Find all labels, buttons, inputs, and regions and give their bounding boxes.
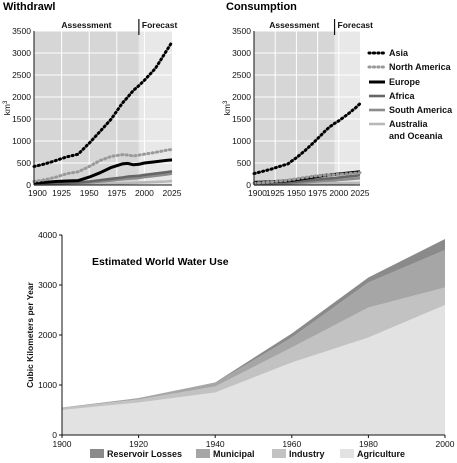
p2-y-tick-label: 500: [237, 158, 251, 168]
p2-y-tick-label: 1000: [232, 136, 251, 146]
p1-y-tick-label: 3000: [12, 48, 31, 58]
p1-y-tick-label: 0: [26, 180, 31, 190]
consumption-forecast-label: Forecast: [338, 20, 374, 30]
p1-y-tick-label: 2500: [12, 70, 31, 80]
world-water-use-y-axis-label: Cubic Kilometers per Year: [25, 281, 35, 387]
consumption-y-unit: km: [222, 104, 232, 115]
world-x-tick-label: 1980: [359, 439, 378, 449]
p2-y-tick-label: 3500: [232, 26, 251, 36]
p2-x-tick-label: 1950: [287, 188, 306, 198]
legend-label-line: and Oceania: [389, 131, 444, 141]
p1-series-north-america: [32, 147, 174, 183]
world-y-tick-label: 1000: [38, 380, 57, 390]
world-water-use-legend: Reservoir Losses Municipal Industry Agricul…: [90, 449, 405, 459]
area-industry: [62, 287, 445, 410]
legend-label-south-america: South America: [389, 105, 453, 115]
p2-y-tick-label: 3000: [232, 48, 251, 58]
legend-label-municipal: Municipal: [213, 449, 255, 459]
legend-label-north-america: North America: [389, 62, 452, 72]
p1-y-tick-label: 1000: [12, 136, 31, 146]
legend-swatch-agriculture: [340, 449, 354, 458]
world-x-tick-label: 1920: [129, 439, 148, 449]
world-x-tick-label: 2000: [436, 439, 455, 449]
p2-x-tick-label: 1925: [266, 188, 285, 198]
withdrawal-assessment-label: Assessment: [61, 20, 111, 30]
legend-label-reservoir-losses: Reservoir Losses: [107, 449, 182, 459]
consumption-chart: Consumption Assessment Forecast 0 500 1000…: [222, 1, 373, 198]
regions-legend: Asia North America Europe Africa South Ameri…: [367, 48, 453, 141]
p2-series-asia: [252, 102, 362, 176]
withdrawal-title: Withdrawl: [3, 1, 55, 13]
world-x-tick-label: 1900: [53, 439, 72, 449]
world-y-tick-label: 4000: [38, 230, 57, 240]
world-water-use-title: Estimated World Water Use: [92, 256, 229, 268]
legend-label-line: Australia: [389, 119, 429, 129]
withdrawal-forecast-label: Forecast: [142, 20, 178, 30]
consumption-series-lines: [252, 102, 362, 186]
withdrawal-chart: Withdrawl Assessment Forecast 0 500 1000 15…: [2, 1, 182, 198]
p2-y-tick-label: 2000: [232, 92, 251, 102]
consumption-title: Consumption: [226, 1, 297, 13]
p1-x-tick-label: 2000: [135, 188, 154, 198]
legend-label-industry: Industry: [289, 449, 325, 459]
p2-series-north-america: [252, 171, 362, 185]
p1-x-tick-label: 1950: [80, 188, 99, 198]
p2-y-tick-label: 1500: [232, 114, 251, 124]
p1-series-africa: [33, 170, 173, 185]
withdrawal-y-unit-exponent: 3: [3, 100, 9, 104]
p2-x-tick-label: 2000: [329, 188, 348, 198]
area-agriculture: [62, 305, 445, 435]
legend-swatch-municipal: [196, 449, 210, 458]
world-water-use-axes: 0 1000 2000 3000 4000 1900 1920 1940 1960 1980 200…: [38, 230, 455, 449]
p2-y-tick-label: 2500: [232, 70, 251, 80]
world-water-use-areas: [62, 239, 445, 435]
p1-x-tick-label: 1975: [107, 188, 126, 198]
legend-swatch-industry: [272, 449, 286, 458]
withdrawal-y-axis-label: km3: [2, 100, 12, 115]
consumption-assessment-label: Assessment: [269, 20, 319, 30]
p1-y-tick-label: 3500: [12, 26, 31, 36]
withdrawal-assessment-region: [34, 31, 139, 185]
consumption-y-unit-exponent: 3: [223, 100, 229, 104]
p1-x-tick-label: 1900: [28, 188, 47, 198]
legend-label-asia: Asia: [389, 48, 409, 58]
legend-label-africa: Africa: [389, 91, 416, 101]
world-y-tick-label: 2000: [38, 330, 57, 340]
legend-swatch-reservoir-losses: [90, 449, 104, 458]
p1-y-tick-label: 1500: [12, 114, 31, 124]
legend-label-agriculture: Agriculture: [357, 449, 405, 459]
world-x-tick-label: 1940: [206, 439, 225, 449]
p2-x-tick-label: 1900: [248, 188, 267, 198]
consumption-assessment-region: [254, 31, 335, 185]
p2-y-tick-label: 0: [246, 180, 251, 190]
p1-series-europe: [33, 158, 173, 185]
p2-x-tick-label: 1975: [308, 188, 327, 198]
world-y-tick-label: 0: [52, 430, 57, 440]
p1-x-tick-label: 1925: [52, 188, 71, 198]
withdrawal-series-lines: [32, 40, 174, 186]
p1-x-tick-label: 2025: [163, 188, 182, 198]
withdrawal-y-unit: km: [2, 104, 12, 115]
world-y-tick-label: 3000: [38, 280, 57, 290]
world-x-tick-label: 1960: [282, 439, 301, 449]
legend-label-australia-and-oceania: Australia and Oceania: [389, 119, 444, 141]
consumption-y-axis-label: km3: [222, 100, 232, 115]
legend-label-europe: Europe: [389, 77, 420, 87]
world-water-use-chart: 0 1000 2000 3000 4000 1900 1920 1940 1960 1980 200…: [25, 230, 455, 459]
p1-y-tick-label: 2000: [12, 92, 31, 102]
p1-series-asia: [32, 40, 174, 168]
withdrawal-axes: 0 500 1000 1500 2000 2500 3000 3500 1900 1925 1950…: [12, 26, 182, 198]
p2-x-tick-label: 2025: [351, 188, 370, 198]
p1-y-tick-label: 500: [17, 158, 31, 168]
